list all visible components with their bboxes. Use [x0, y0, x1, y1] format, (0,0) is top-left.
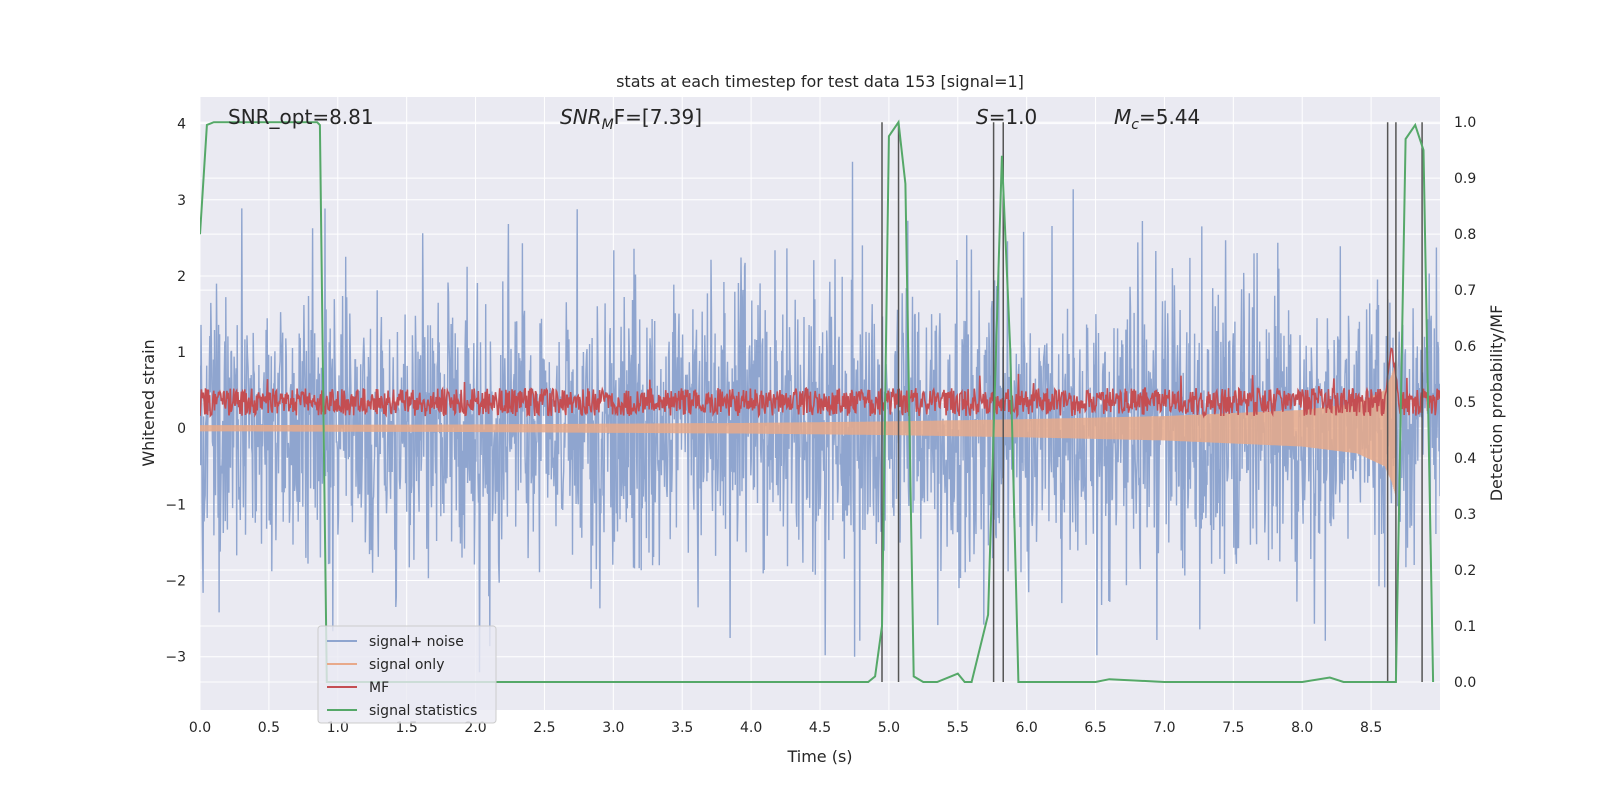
x-tick-label: 2.0 [464, 720, 486, 736]
x-tick-label: 3.0 [602, 720, 624, 736]
y-tick-label-left: 2 [177, 269, 186, 285]
annotation-mc: Mc=5.44 [1114, 105, 1200, 133]
y-tick-label-right: 1.0 [1454, 115, 1476, 131]
y-tick-label-left: −2 [165, 574, 186, 590]
x-tick-label: 1.0 [327, 720, 349, 736]
series-signal-noise [200, 161, 1440, 673]
annotation-snr-mf: SNRMF=[7.39] [560, 105, 702, 133]
x-tick-label: 5.0 [878, 720, 900, 736]
y-tick-label-right: 0.8 [1454, 227, 1476, 243]
y-tick-label-right: 0.3 [1454, 507, 1476, 523]
y-tick-label-left: 4 [177, 117, 186, 133]
series-signal-statistics [200, 119, 1435, 683]
chart-title: stats at each timestep for test data 153… [616, 72, 1024, 91]
x-tick-label: 5.5 [947, 720, 969, 736]
x-tick-label: 1.5 [396, 720, 418, 736]
y-tick-label-right: 0.2 [1454, 563, 1476, 579]
legend-label-mf: MF [369, 680, 389, 696]
series-mf [200, 347, 1440, 419]
annotation-mc-subscript: c [1131, 117, 1139, 133]
legend-box [317, 625, 497, 724]
annotation-s-symbol: S [976, 105, 989, 129]
annotation-snr-mf-subscript: M [602, 117, 614, 133]
annotation-s-value: =1.0 [989, 105, 1038, 129]
annotation-mc-symbol: M [1114, 105, 1131, 129]
annotation-mc-value: =5.44 [1139, 105, 1200, 129]
y-tick-label-left: −1 [165, 497, 186, 513]
y-tick-label-right: 0.6 [1454, 339, 1476, 355]
x-tick-label: 8.0 [1291, 720, 1313, 736]
legend-label-signal-noise: signal+ noise [369, 634, 464, 650]
y-tick-label-right: 0.5 [1454, 395, 1476, 411]
legend-label-signal-only: signal only [369, 657, 444, 673]
annotation-s: S=1.0 [976, 105, 1037, 129]
x-axis-label: Time (s) [786, 747, 852, 766]
tick-labels: 0.0 0.5 1.0 1.5 2.0 2.5 3.0 3.5 4.0 4.5 5.0 5.5 6.0 6… [165, 115, 1476, 736]
y-tick-label-left: 1 [177, 345, 186, 361]
x-tick-label: 0.0 [189, 720, 211, 736]
y-tick-label-left: 0 [177, 421, 186, 437]
x-tick-label: 7.5 [1222, 720, 1244, 736]
y-tick-label-right: 0.4 [1454, 451, 1476, 467]
x-tick-label: 7.0 [1153, 720, 1175, 736]
annotation-snr-opt: SNR_opt=8.81 [228, 105, 374, 129]
annotation-snr-mf-symbol: SNR [560, 105, 602, 129]
y-tick-label-right: 0.9 [1454, 171, 1476, 187]
x-tick-label: 4.0 [740, 720, 762, 736]
series-layer [200, 119, 1440, 683]
x-tick-label: 8.5 [1360, 720, 1382, 736]
x-tick-label: 4.5 [809, 720, 831, 736]
y-tick-label-right: 0.7 [1454, 283, 1476, 299]
x-tick-label: 3.5 [671, 720, 693, 736]
y-tick-label-right: 0.0 [1454, 675, 1476, 691]
series-signal-only [200, 359, 1397, 496]
x-tick-label: 0.5 [258, 720, 280, 736]
y-tick-label-right: 0.1 [1454, 619, 1476, 635]
y-axis-right-label: Detection probability/MF [1487, 305, 1506, 502]
legend: signal+ noise signal only MF signal stat… [317, 625, 497, 724]
y-axis-label: Whitened strain [139, 339, 158, 466]
x-tick-label: 6.0 [1016, 720, 1038, 736]
x-tick-label: 2.5 [533, 720, 555, 736]
legend-label-signal-statistics: signal statistics [369, 703, 477, 719]
annotation-snr-mf-value: F=[7.39] [614, 105, 702, 129]
x-tick-label: 6.5 [1084, 720, 1106, 736]
y-tick-label-left: 3 [177, 193, 186, 209]
y-tick-label-left: −3 [165, 650, 186, 666]
